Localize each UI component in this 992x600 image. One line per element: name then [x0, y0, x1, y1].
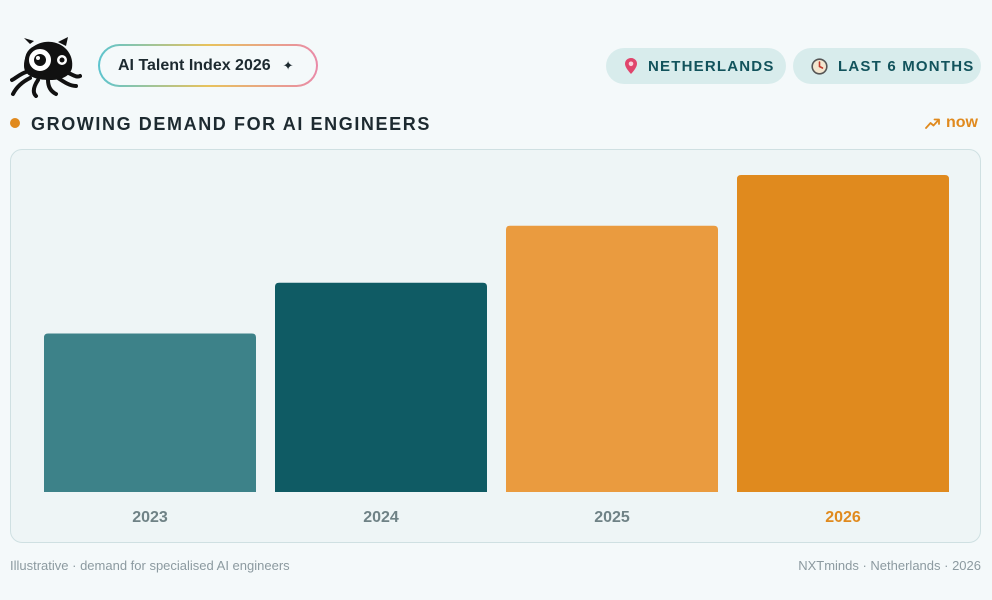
- x-tick-label-2024: 2024: [363, 509, 399, 526]
- period-filter-chip[interactable]: LAST 6 MONTHS: [793, 48, 981, 84]
- bar-2023: [44, 333, 256, 492]
- trending-up-icon: [925, 118, 940, 129]
- map-pin-icon: [625, 58, 637, 74]
- x-tick-label-2023: 2023: [132, 509, 168, 526]
- bar-2024: [275, 282, 487, 492]
- index-badge[interactable]: AI Talent Index 2026 ✦: [98, 44, 318, 87]
- footer-note: Illustrative · demand for specialised AI…: [10, 558, 290, 573]
- x-tick-label-2026: 2026: [825, 509, 861, 526]
- octopus-detective-logo: [10, 36, 82, 98]
- trend-label: now: [946, 114, 978, 131]
- trend-indicator: now: [925, 114, 978, 132]
- country-filter-chip[interactable]: NETHERLANDS: [606, 48, 786, 84]
- chart-card: 2023 2024 2025 2026: [10, 149, 981, 543]
- chart-title: GROWING DEMAND FOR AI ENGINEERS: [31, 114, 431, 134]
- x-tick-label-2025: 2025: [594, 509, 630, 526]
- bar-chart: 2023 2024 2025 2026: [44, 175, 949, 526]
- bar-2025: [506, 225, 718, 492]
- country-filter-label: NETHERLANDS: [648, 57, 775, 75]
- index-badge-label: AI Talent Index 2026: [118, 56, 271, 74]
- period-filter-label: LAST 6 MONTHS: [838, 57, 975, 75]
- bar-2026: [737, 175, 949, 492]
- section-bullet: [10, 118, 20, 128]
- clock-icon: [811, 57, 828, 75]
- footer-credit: NXTminds · Netherlands · 2026: [798, 558, 981, 573]
- sparkle-icon: ✦: [282, 57, 294, 73]
